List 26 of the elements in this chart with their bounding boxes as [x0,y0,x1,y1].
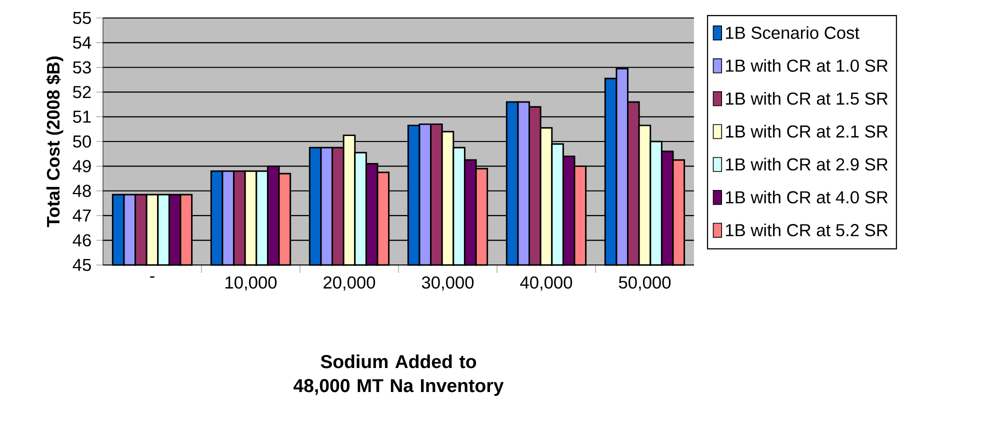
x-tick-label: 10,000 [226,276,277,291]
y-tick-label: 49 [72,160,91,172]
y-tick-label: 51 [73,110,91,123]
y-tick-label: 53 [73,61,91,74]
legend-label: 1B with CR at 1.0 SR [726,59,888,72]
y-tick-label: 55 [73,12,91,24]
y-tick-label: 45 [72,258,91,272]
y-tick-label: 52 [73,86,91,98]
y-tick-label: 48 [72,184,91,198]
legend-label: 1B with CR at 5.2 SR [726,224,888,236]
legend-label: 1B with CR at 4.0 SR [726,190,888,204]
legend-label: 1B with CR at 2.9 SR [726,158,888,171]
legend-label: 1B with CR at 2.1 SR [726,124,888,138]
y-axis-title: Total Cost (2008 $B) [46,56,64,228]
x-tick-label: 40,000 [520,276,572,291]
y-tick-label: 54 [73,36,92,49]
y-tick-label: 46 [72,234,91,246]
x-axis-title: Sodium Added to 48,000 MT Na Inventory [293,354,504,396]
x-tick-label: 30,000 [422,276,474,291]
legend-label: 1B Scenario Cost [726,26,860,39]
x-tick-label: - [150,276,154,278]
legend-label: 1B with CR at 1.5 SR [726,92,888,105]
x-tick-label: 50,000 [618,276,671,291]
y-tick-label: 47 [72,210,91,222]
x-tick-label: 20,000 [324,276,376,291]
y-tick-label: 50 [73,135,91,148]
